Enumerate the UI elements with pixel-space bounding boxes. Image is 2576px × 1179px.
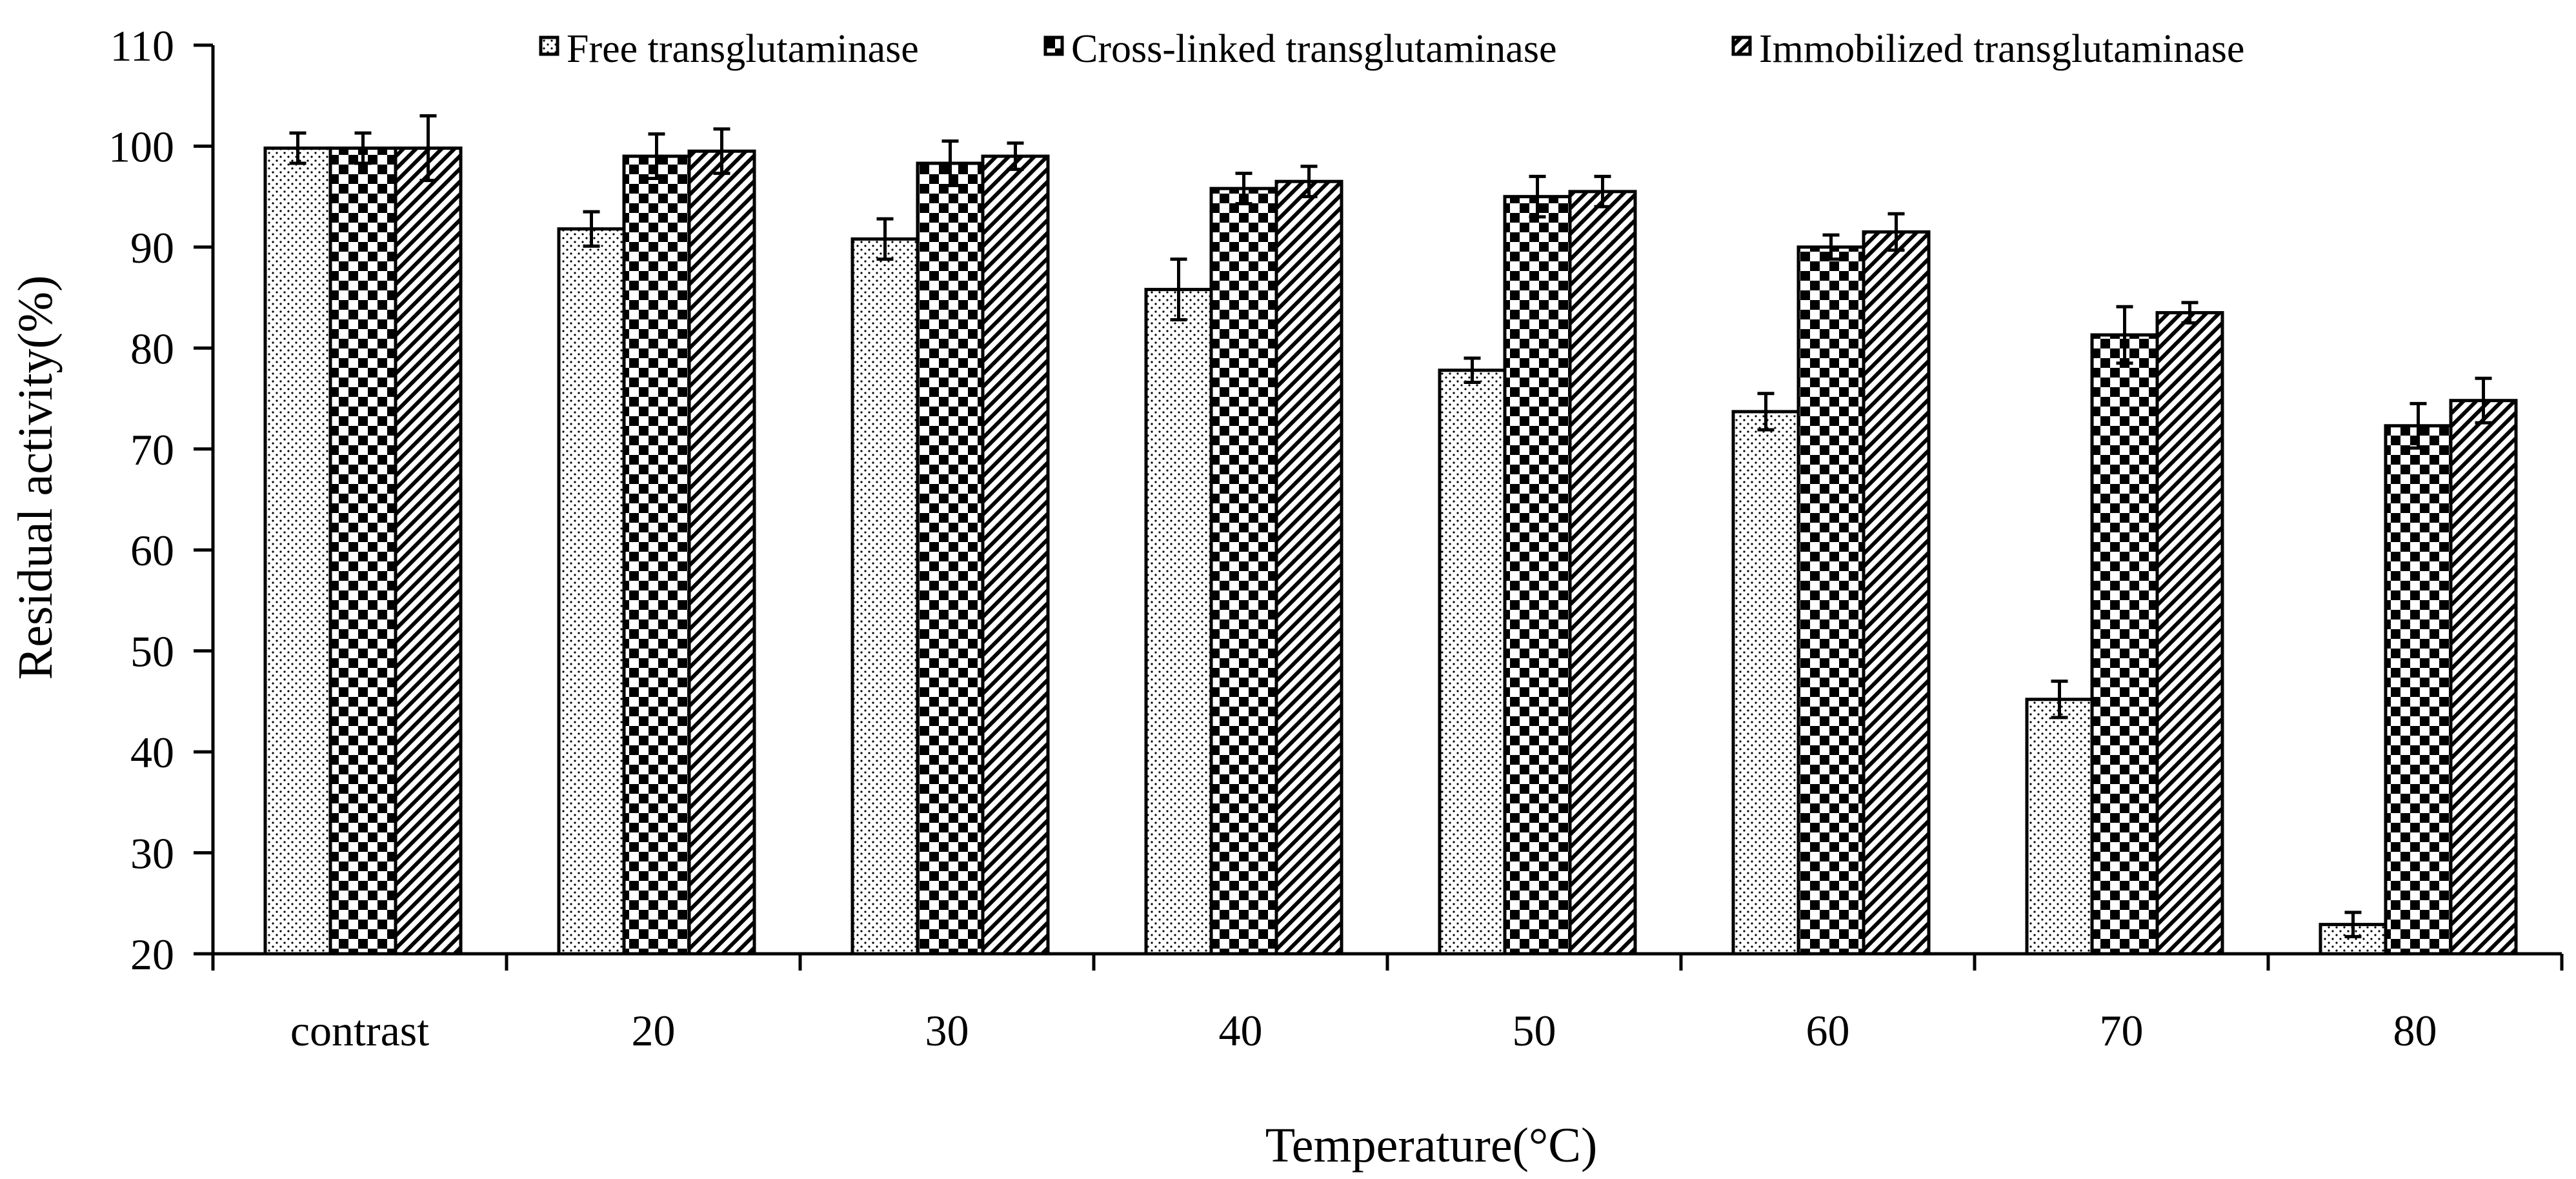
legend: Free transglutaminase Cross-linked trans… bbox=[539, 27, 2244, 71]
legend-label-free: Free transglutaminase bbox=[567, 27, 919, 71]
y-tick-label: 110 bbox=[110, 21, 174, 70]
bar-2-4 bbox=[1568, 190, 1637, 956]
bar-2-0 bbox=[394, 146, 463, 956]
x-tick-label: 30 bbox=[925, 1006, 969, 1055]
bar-1-1 bbox=[622, 154, 691, 956]
x-tick-label: 50 bbox=[1513, 1006, 1556, 1055]
legend-swatch-free bbox=[539, 35, 559, 56]
x-tick-label: 20 bbox=[632, 1006, 676, 1055]
x-axis-title: Temperature(°C) bbox=[1265, 1118, 1598, 1173]
y-tick-label: 70 bbox=[130, 425, 174, 474]
bar-2-3 bbox=[1274, 179, 1343, 956]
x-tick-label: 60 bbox=[1806, 1006, 1850, 1055]
bar-1-3 bbox=[1209, 186, 1278, 956]
bar-0-4 bbox=[1438, 368, 1507, 956]
y-axis-title: Residual activity(%) bbox=[8, 276, 63, 680]
legend-item-free: Free transglutaminase bbox=[539, 27, 919, 71]
bar-1-5 bbox=[1796, 245, 1866, 956]
bar-1-2 bbox=[916, 161, 985, 956]
bar-1-7 bbox=[2384, 424, 2453, 956]
legend-item-immobilized: Immobilized transglutaminase bbox=[1731, 27, 2244, 71]
bar-0-1 bbox=[557, 227, 626, 956]
y-tick-label: 20 bbox=[130, 930, 174, 979]
x-tick-label: contrast bbox=[290, 1006, 429, 1055]
y-tick-label: 30 bbox=[130, 829, 174, 878]
bar-2-6 bbox=[2155, 311, 2224, 956]
x-tick-label: 70 bbox=[2100, 1006, 2144, 1055]
bar-0-3 bbox=[1144, 288, 1213, 956]
legend-item-cross-linked: Cross-linked transglutaminase bbox=[1043, 27, 1556, 71]
legend-label-cross-linked: Cross-linked transglutaminase bbox=[1071, 27, 1556, 71]
bar-1-6 bbox=[2090, 333, 2159, 956]
x-tick-label: 80 bbox=[2393, 1006, 2437, 1055]
bar-2-2 bbox=[981, 154, 1050, 956]
x-tick-label: 40 bbox=[1219, 1006, 1263, 1055]
bar-0-2 bbox=[850, 237, 920, 956]
y-tick-label: 50 bbox=[130, 627, 174, 676]
bar-0-6 bbox=[2025, 698, 2094, 956]
bar-1-0 bbox=[328, 146, 397, 956]
y-tick-label: 80 bbox=[130, 324, 174, 373]
legend-swatch-immobilized bbox=[1731, 35, 1752, 56]
legend-label-immobilized: Immobilized transglutaminase bbox=[1759, 27, 2244, 71]
y-tick-label: 60 bbox=[130, 526, 174, 575]
y-tick-label: 40 bbox=[130, 728, 174, 777]
bar-0-5 bbox=[1731, 410, 1800, 956]
legend-swatch-cross-linked bbox=[1043, 35, 1064, 56]
y-tick-label: 100 bbox=[108, 122, 174, 171]
bar-2-1 bbox=[687, 149, 756, 956]
bar-1-4 bbox=[1503, 195, 1572, 956]
y-tick-label: 90 bbox=[130, 223, 174, 272]
bar-2-7 bbox=[2449, 399, 2518, 956]
bar-0-0 bbox=[263, 146, 332, 956]
bar-2-5 bbox=[1862, 230, 1931, 956]
